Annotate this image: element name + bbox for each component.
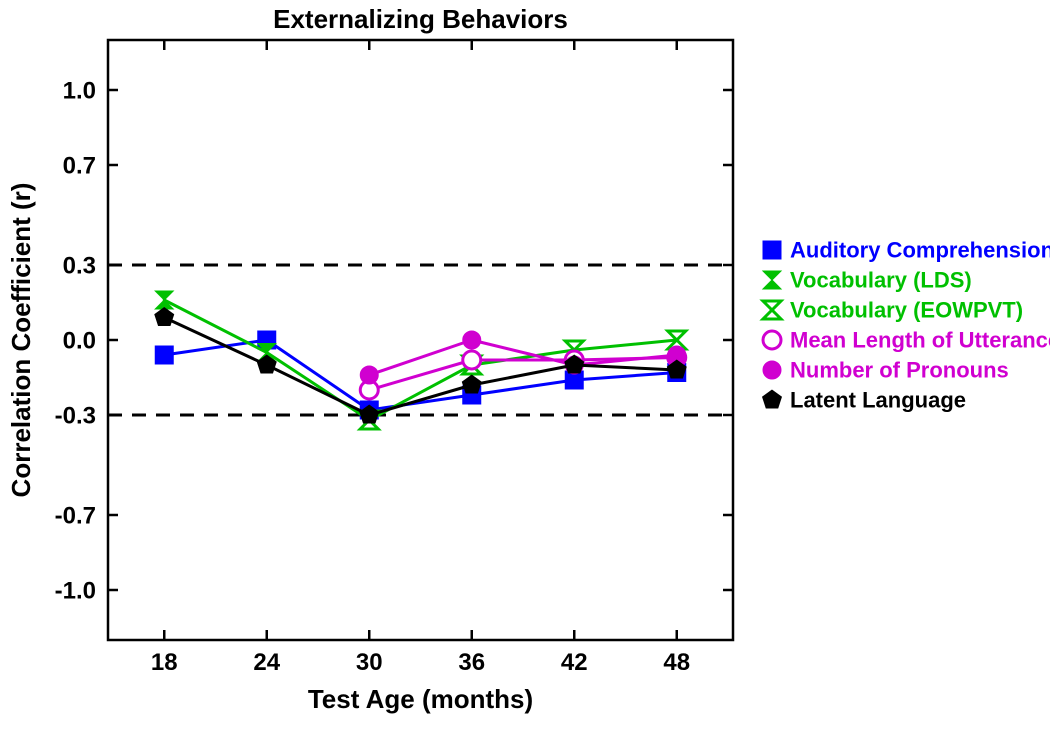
marker	[360, 366, 378, 384]
ytick-label: 0.7	[63, 152, 96, 179]
xtick-label: 18	[151, 649, 178, 676]
marker	[763, 241, 781, 259]
marker	[763, 361, 781, 379]
legend-label: Latent Language	[790, 388, 966, 413]
xtick-label: 42	[561, 649, 588, 676]
xtick-label: 36	[458, 649, 485, 676]
legend-label: Vocabulary (LDS)	[790, 268, 972, 293]
legend-label: Number of Pronouns	[790, 358, 1009, 383]
legend-item-mlu: Mean Length of Utterance	[763, 328, 1050, 353]
y-axis-label: Correlation Coefficient (r)	[6, 183, 36, 498]
legend-item-auditory: Auditory Comprehension	[763, 238, 1050, 263]
legend-item-vocab_lds: Vocabulary (LDS)	[763, 268, 972, 293]
marker	[463, 331, 481, 349]
ytick-label: -1.0	[55, 577, 96, 604]
xtick-label: 30	[356, 649, 383, 676]
ytick-label: 0.3	[63, 252, 96, 279]
ytick-label: -0.7	[55, 502, 96, 529]
marker	[155, 346, 173, 364]
ytick-label: -0.3	[55, 402, 96, 429]
marker	[763, 331, 781, 349]
xtick-label: 24	[253, 649, 280, 676]
xtick-label: 48	[663, 649, 690, 676]
legend-label: Vocabulary (EOWPVT)	[790, 298, 1023, 323]
x-axis-label: Test Age (months)	[308, 684, 533, 714]
chart-title: Externalizing Behaviors	[273, 4, 568, 34]
legend-item-vocab_eowpvt: Vocabulary (EOWPVT)	[763, 298, 1023, 323]
legend-label: Auditory Comprehension	[790, 238, 1050, 263]
legend-item-latent: Latent Language	[763, 388, 966, 413]
marker	[463, 351, 481, 369]
legend-item-pronouns: Number of Pronouns	[763, 358, 1009, 383]
legend-label: Mean Length of Utterance	[790, 328, 1050, 353]
ytick-label: 0.0	[63, 327, 96, 354]
correlation-chart: Externalizing Behaviors -1.0 -0.7 -0.3 0.0 0.…	[0, 0, 1050, 734]
ytick-label: 1.0	[63, 77, 96, 104]
